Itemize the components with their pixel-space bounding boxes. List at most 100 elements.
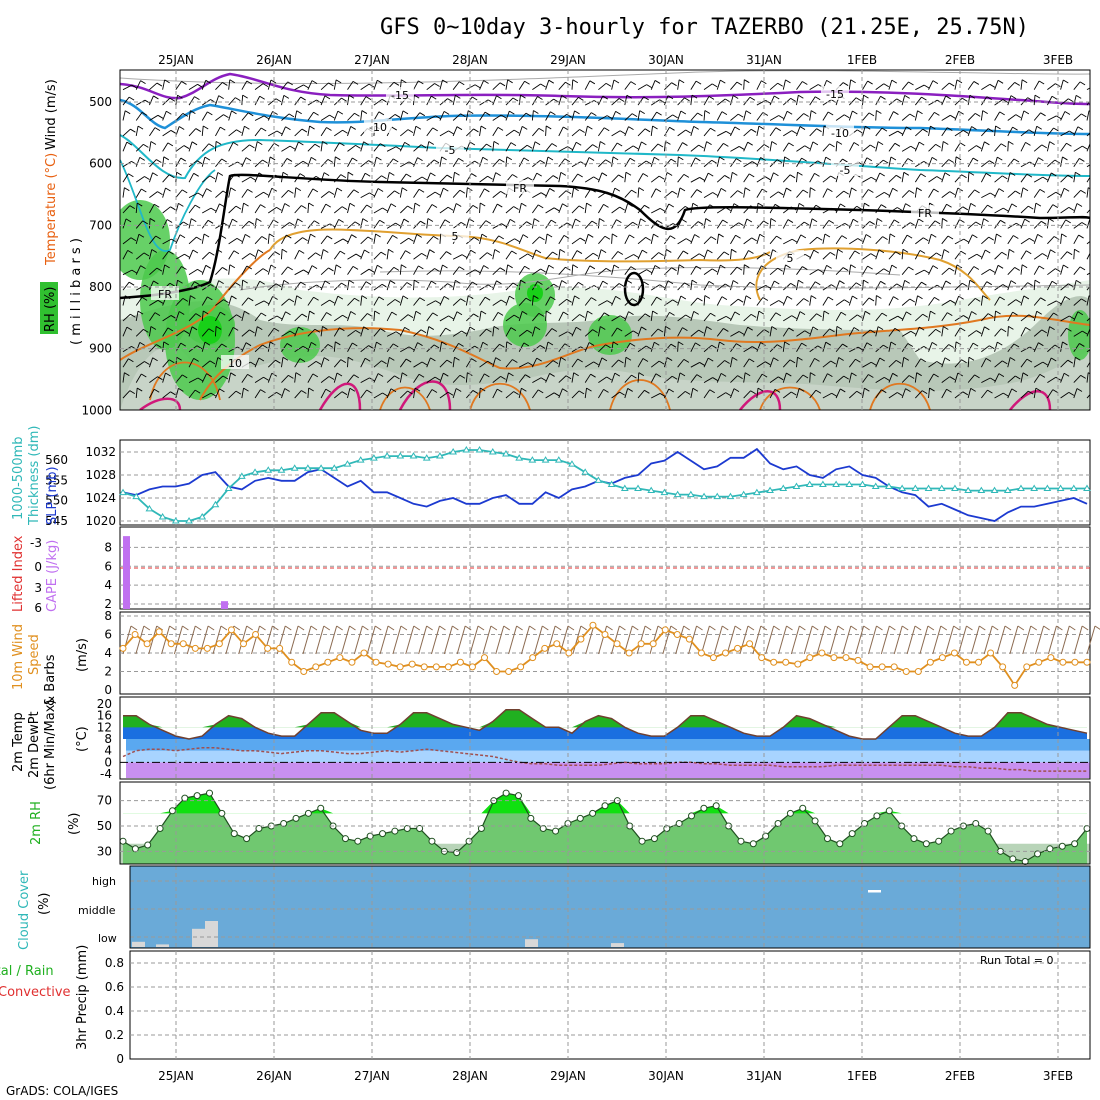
wind-barb-shaft	[1060, 373, 1065, 383]
wind-barb-shaft	[149, 389, 155, 399]
wind-barb-flag	[1024, 218, 1030, 223]
wind-barb-shaft	[188, 249, 194, 260]
wind-barb-flag	[603, 204, 609, 208]
wind-barb-shaft	[875, 357, 881, 368]
wind-barb-shaft	[717, 392, 726, 399]
wind-barb-flag	[441, 341, 447, 346]
wind-barb-shaft	[835, 343, 843, 353]
wind-barb-shaft	[967, 388, 972, 399]
wind10m-line-point	[878, 663, 886, 671]
wind-barb-flag	[1000, 328, 1007, 333]
wind-barb-flag	[1028, 390, 1034, 395]
wind-barb-flag	[549, 373, 555, 377]
wind-barb-shaft	[307, 125, 311, 136]
wind-barb-flag	[415, 125, 422, 130]
wind-barb-shaft	[624, 113, 633, 121]
wind-barb-flag	[802, 81, 808, 85]
thickness-line-point	[726, 492, 735, 500]
wind-barb-flag	[707, 172, 714, 177]
wind-barb-flag	[221, 158, 227, 163]
wind10m-barb	[1009, 625, 1019, 655]
wind-barb-shaft	[294, 250, 300, 260]
wind-barb-shaft	[149, 299, 159, 306]
wind10m-line-point	[1011, 681, 1019, 689]
wind-barb-shaft	[994, 360, 1003, 368]
wind-barb-flag	[302, 237, 308, 242]
wind-barb-shaft	[994, 265, 999, 275]
wind-barb-shaft	[532, 128, 540, 137]
wind-barb-flag	[843, 190, 849, 195]
date-label-top: 3FEB	[1043, 53, 1073, 67]
wind-barb-flag	[181, 189, 188, 194]
thickness-line-point	[951, 484, 959, 492]
wind-barb-shaft	[320, 82, 329, 90]
wind-barb-shaft	[149, 235, 157, 245]
wind-barb-flag	[487, 175, 493, 180]
wind-barb-shaft	[386, 280, 391, 291]
wind-barb-flag	[679, 372, 686, 377]
wind-barb-shaft	[888, 296, 894, 306]
wind-barb-shaft	[598, 204, 604, 214]
wind-barb-shaft	[584, 361, 594, 368]
wind-barb-flag	[656, 296, 662, 301]
wind-barb-flag	[368, 160, 374, 164]
wind-barb-shaft	[690, 265, 697, 275]
wind-barb-shaft	[545, 219, 552, 229]
wind-barb-shaft	[637, 345, 647, 353]
rh2m-point	[243, 835, 251, 843]
low-cloud-bar	[205, 921, 218, 947]
wind10m-barb-flag	[619, 625, 626, 631]
thickness-line-point	[436, 452, 444, 459]
wind-barb-flag	[575, 218, 581, 223]
wind-barb-flag	[894, 327, 901, 332]
wind10m-barb	[957, 625, 967, 655]
wind-barb-flag	[669, 126, 675, 131]
wind-barb-shaft	[188, 389, 196, 399]
wind-barb-flag	[1038, 80, 1045, 85]
wind-barb-flag	[1042, 253, 1048, 257]
wind-barb-shaft	[597, 326, 601, 337]
wind-barb-flag	[1075, 356, 1081, 361]
wind-barb-flag	[644, 128, 651, 133]
precip-tick: 0.8	[105, 956, 124, 970]
wind-barb-shaft	[333, 187, 338, 198]
wind-barb-shaft	[782, 156, 786, 167]
wind-barb-flag	[668, 388, 674, 393]
wind-barb-flag	[844, 299, 850, 304]
wind-barb-shaft	[228, 250, 235, 260]
wind-barb-flag	[512, 97, 519, 102]
wind-barb-shaft	[862, 342, 868, 352]
wind-barb-shaft	[333, 359, 342, 368]
wind-barb-shaft	[716, 80, 721, 90]
wind-barb-shaft	[558, 266, 566, 275]
precip-tick: 0.4	[105, 1004, 124, 1018]
wind-barb-shaft	[373, 156, 377, 167]
wind-barb-flag	[222, 82, 228, 86]
wind-barb-flag	[1009, 248, 1015, 253]
wind-barb-shaft	[967, 357, 970, 368]
wind-barb-flag	[421, 176, 428, 181]
wind-barb-shaft	[822, 328, 830, 337]
wind-barb-shaft	[268, 130, 278, 137]
wind-barb-shaft	[320, 344, 329, 353]
wind-barb-flag	[138, 233, 145, 238]
wind-barb-shaft	[651, 208, 661, 214]
wind-barb-flag	[678, 79, 685, 84]
wind-barb-flag	[572, 79, 579, 84]
wind-barb-flag	[959, 142, 966, 147]
wind-barb-shaft	[148, 141, 152, 152]
wind-barb-flag	[907, 158, 914, 162]
wind-barb-flag	[156, 82, 163, 87]
wind-barb-flag	[867, 265, 873, 270]
wind-barb-flag	[944, 172, 951, 177]
wind-barb-shaft	[1047, 83, 1056, 91]
wind-barb-shaft	[122, 358, 129, 368]
wind-barb-shaft	[848, 97, 857, 106]
wind-barb-flag	[903, 171, 910, 176]
wind-barb-shaft	[492, 191, 501, 198]
wind-barb-flag	[222, 190, 229, 195]
wind-barb-shaft	[611, 174, 619, 183]
wind-barb-shaft	[980, 173, 987, 183]
wind-barb-shaft	[399, 264, 402, 275]
